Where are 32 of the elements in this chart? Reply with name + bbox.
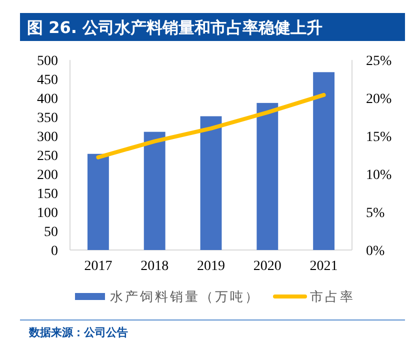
y-tick-label: 100 bbox=[37, 206, 58, 221]
bar bbox=[200, 116, 222, 250]
bar bbox=[144, 132, 166, 250]
x-tick-label: 2017 bbox=[84, 259, 112, 274]
y-tick-label: 50 bbox=[44, 224, 58, 240]
legend-label: 水产饲料销量（万吨） bbox=[110, 290, 260, 305]
y-tick-label: 300 bbox=[37, 130, 58, 145]
y-tick-label: 150 bbox=[37, 186, 58, 202]
line-series bbox=[96, 92, 326, 160]
y-tick-label: 350 bbox=[37, 110, 58, 126]
y-tick-label: 400 bbox=[37, 92, 58, 107]
y2-tick-label: 5% bbox=[366, 206, 385, 221]
chart-title: 图 26. 公司水产料销量和市占率稳健上升 bbox=[27, 18, 322, 37]
bar bbox=[256, 102, 278, 250]
y-tick-label: 200 bbox=[37, 168, 58, 183]
x-tick-label: 2020 bbox=[253, 259, 282, 274]
bar bbox=[87, 154, 109, 250]
y2-tick-label: 0% bbox=[366, 244, 385, 259]
y-tick-label: 250 bbox=[37, 148, 58, 164]
y2-tick-label: 15% bbox=[366, 130, 392, 145]
x-tick-label: 2021 bbox=[310, 259, 338, 274]
legend-label: 市占率 bbox=[310, 289, 355, 305]
bar bbox=[313, 72, 335, 250]
source-note: 数据来源：公司公告 bbox=[28, 326, 128, 339]
y2-tick-label: 20% bbox=[366, 92, 392, 107]
y-tick-label: 0 bbox=[51, 244, 58, 259]
y-tick-label: 450 bbox=[37, 72, 58, 88]
y-tick-label: 500 bbox=[37, 54, 58, 69]
y2-tick-label: 10% bbox=[366, 168, 392, 183]
x-tick-label: 2019 bbox=[197, 259, 225, 274]
y2-tick-label: 25% bbox=[366, 54, 392, 69]
x-tick-label: 2018 bbox=[140, 259, 169, 274]
